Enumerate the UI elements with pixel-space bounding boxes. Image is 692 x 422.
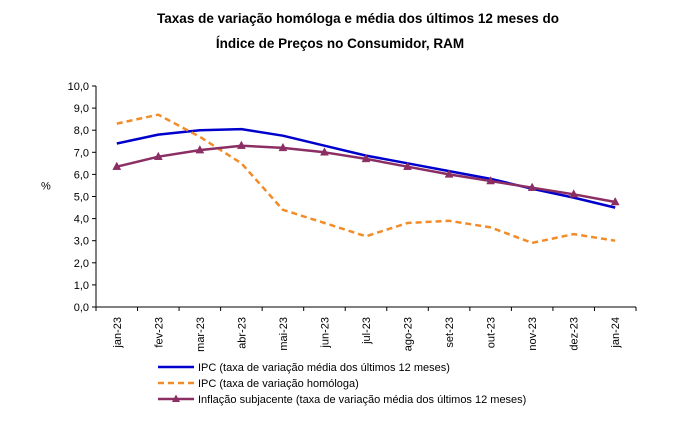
data-point [282, 209, 284, 211]
data-point [614, 207, 616, 209]
x-tick-label: fev-23 [153, 317, 165, 348]
legend-label: Inflação subjacente (taxa de variação mé… [198, 394, 526, 406]
y-tick-label: 0,0 [74, 302, 89, 314]
data-point [573, 233, 575, 235]
y-tick-label: 2,0 [74, 258, 89, 270]
x-tick-label: abr-23 [236, 317, 248, 349]
data-point [403, 161, 412, 170]
data-point [448, 220, 450, 222]
data-point [153, 151, 163, 160]
data-point [323, 222, 325, 224]
data-point [407, 222, 409, 224]
x-tick-label: jan-23 [112, 317, 124, 349]
y-tick-label: 8,0 [74, 125, 89, 137]
series-line [116, 127, 616, 209]
data-point [116, 142, 118, 144]
chart-subtitle: Índice de Preços no Consumidor, RAM [215, 36, 465, 51]
legend-marker [172, 394, 180, 402]
data-point [365, 235, 367, 237]
data-point [569, 189, 579, 198]
y-tick-label: 10,0 [68, 81, 89, 93]
x-tick-label: out-23 [486, 317, 498, 348]
x-tick-label: nov-23 [527, 317, 539, 351]
legend-label: IPC (taxa de variação média dos últimos … [198, 362, 450, 374]
x-tick-label: dez-23 [569, 317, 581, 351]
data-point [531, 242, 533, 244]
y-tick-label: 1,0 [74, 280, 89, 292]
x-tick-label: mar-23 [195, 317, 207, 352]
data-point [614, 240, 616, 242]
data-point [240, 128, 242, 130]
data-point [282, 135, 284, 137]
data-point [112, 161, 122, 170]
data-point [157, 114, 159, 116]
data-point [199, 129, 201, 131]
data-point [240, 162, 242, 164]
x-tick-label: jan-24 [610, 317, 622, 349]
data-point [527, 182, 537, 191]
data-point [199, 136, 201, 138]
y-tick-label: 7,0 [74, 147, 89, 159]
data-point [278, 142, 288, 152]
data-point [361, 153, 371, 163]
data-point [323, 145, 325, 147]
data-point [320, 147, 329, 156]
y-axis-label: % [41, 180, 51, 192]
series-line [116, 113, 616, 245]
y-tick-label: 3,0 [74, 236, 89, 248]
x-tick-label: jul-23 [361, 317, 373, 345]
data-point [195, 145, 205, 154]
data-point [116, 123, 118, 125]
data-point [157, 134, 159, 136]
x-tick-label: ago-23 [403, 317, 415, 351]
legend-label: IPC (taxa de variação homóloga) [198, 378, 359, 390]
data-point [490, 226, 492, 228]
x-tick-label: set-23 [444, 317, 456, 348]
data-point [444, 169, 454, 178]
data-point [236, 140, 246, 149]
y-tick-label: 6,0 [74, 169, 89, 181]
y-tick-label: 9,0 [74, 103, 89, 115]
x-tick-label: jun-23 [319, 317, 331, 349]
data-point [486, 175, 496, 185]
x-tick-label: mai-23 [278, 317, 290, 351]
chart-title: Taxas de variação homóloga e média dos ú… [157, 11, 559, 26]
data-point [610, 196, 620, 206]
y-tick-label: 5,0 [74, 192, 89, 204]
y-tick-label: 4,0 [74, 214, 89, 226]
